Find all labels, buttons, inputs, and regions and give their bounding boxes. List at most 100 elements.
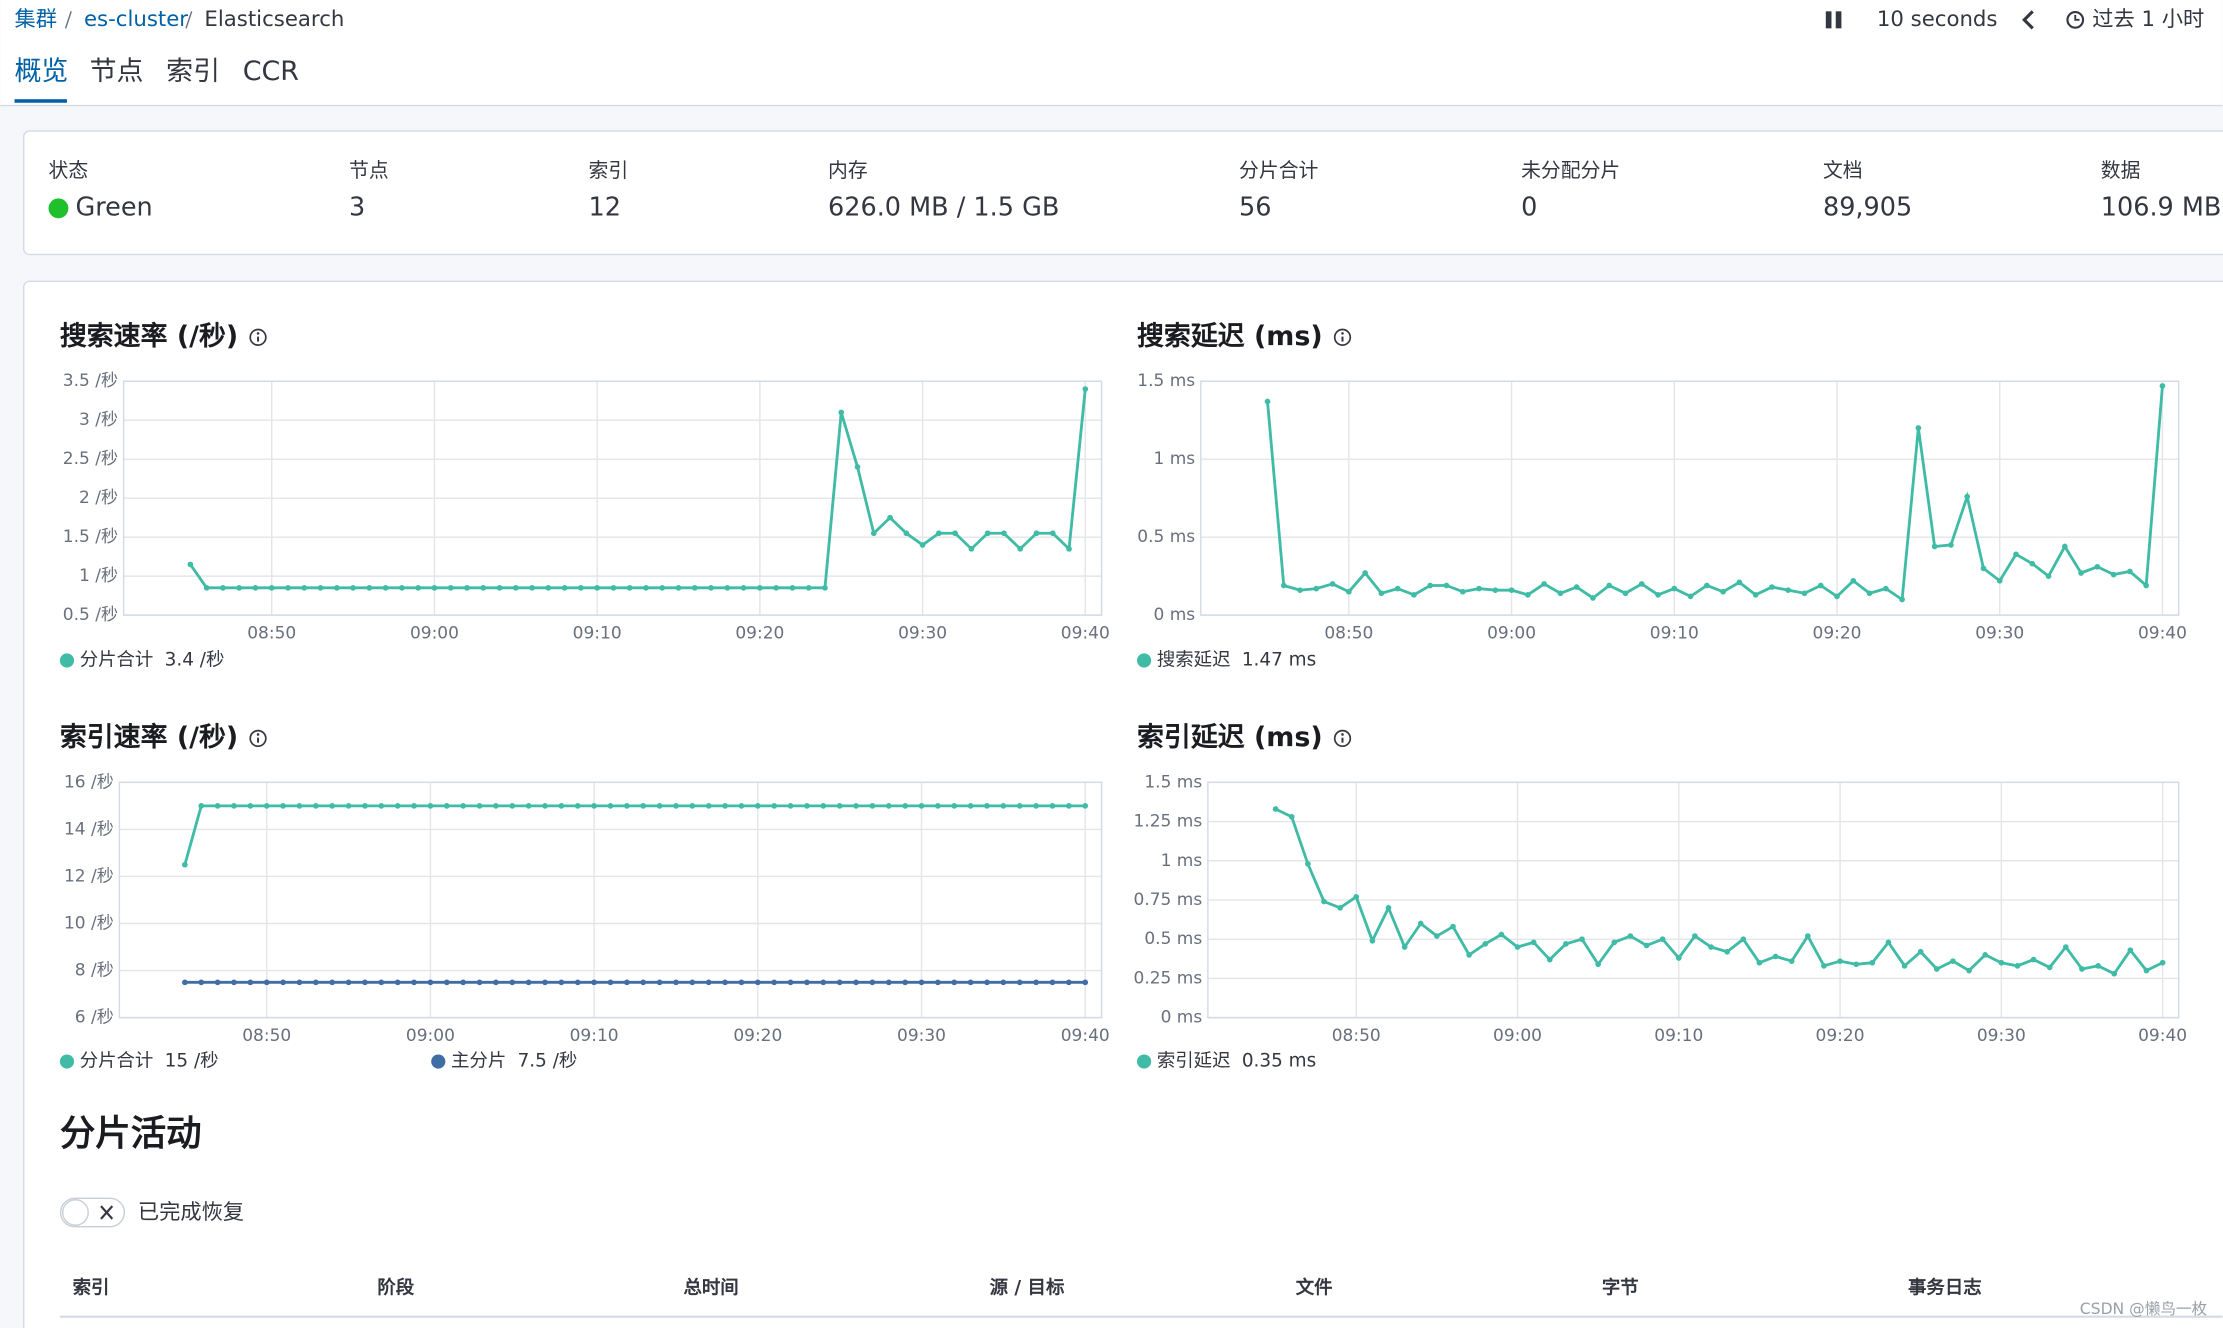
column-header: 事务日志 xyxy=(1908,1276,1982,1298)
data-point xyxy=(333,584,340,591)
data-point xyxy=(1321,898,1327,905)
tab[interactable]: 索引 xyxy=(166,56,220,87)
stat-value: 106.9 MB xyxy=(2101,192,2222,222)
data-point xyxy=(362,803,368,809)
tab[interactable]: 节点 xyxy=(90,56,144,87)
data-point xyxy=(1622,590,1629,597)
data-point xyxy=(853,803,859,809)
data-point xyxy=(738,803,745,809)
breadcrumb-link[interactable]: es-cluster xyxy=(84,7,188,32)
chart: 搜索速率 (/秒) 0.5 /秒 1 /秒 1.5 /秒 2 /秒 2.5 /秒 3 /秒 3… xyxy=(59,320,1110,670)
data-point xyxy=(1264,398,1271,405)
data-point xyxy=(607,979,614,986)
y-tick-label: 6 /秒 xyxy=(75,1008,114,1028)
y-tick-label: 10 /秒 xyxy=(64,914,114,934)
data-point xyxy=(443,803,450,809)
data-point xyxy=(1427,582,1434,589)
y-tick-label: 12 /秒 xyxy=(64,866,114,886)
data-point xyxy=(247,803,254,809)
stat-label: 数据 xyxy=(2101,159,2141,182)
column-header: 文件 xyxy=(1296,1276,1333,1298)
data-point xyxy=(853,979,859,986)
tab[interactable]: CCR xyxy=(243,56,299,87)
data-point xyxy=(480,584,487,591)
data-point xyxy=(673,979,679,986)
legend-swatch xyxy=(59,1054,75,1069)
data-point xyxy=(967,803,974,809)
data-point xyxy=(301,584,308,591)
data-point xyxy=(1000,979,1007,986)
data-point xyxy=(1329,581,1336,587)
data-point xyxy=(836,803,843,809)
data-point xyxy=(1016,803,1023,809)
data-point xyxy=(1950,958,1956,964)
data-point xyxy=(476,979,483,986)
y-tick-label: 3 /秒 xyxy=(79,410,118,430)
data-point xyxy=(231,803,237,809)
x-tick-label: 09:10 xyxy=(573,624,622,644)
data-point xyxy=(198,979,205,986)
plot-border xyxy=(1200,380,2180,616)
column-header: 索引 xyxy=(73,1276,110,1298)
data-point xyxy=(1033,803,1039,809)
stat-value: 12 xyxy=(589,192,621,222)
x-tick-label: 09:30 xyxy=(1975,624,2024,644)
pause-button[interactable] xyxy=(1825,11,1842,29)
y-tick-label: 3.5 /秒 xyxy=(63,371,118,391)
stat-value: 626.0 MB / 1.5 GB xyxy=(828,192,1059,222)
data-point xyxy=(1459,588,1466,595)
x-tick-label: 09:40 xyxy=(1061,1026,1110,1046)
legend-value: 3.4 /秒 xyxy=(165,649,225,670)
data-point xyxy=(722,979,728,986)
data-point xyxy=(1066,546,1072,552)
data-point xyxy=(869,803,876,809)
breadcrumb-link[interactable]: 集群 xyxy=(15,7,58,32)
data-point xyxy=(754,803,761,809)
refresh-interval[interactable]: 10 seconds xyxy=(1877,7,1998,32)
toggle[interactable] xyxy=(59,1197,126,1228)
data-point xyxy=(854,464,861,470)
data-point xyxy=(411,803,417,809)
data-point xyxy=(558,803,565,809)
data-point xyxy=(1337,904,1343,911)
data-point xyxy=(640,803,647,809)
data-point xyxy=(984,803,990,809)
data-point xyxy=(594,584,600,591)
clock-face xyxy=(2066,10,2085,29)
data-point xyxy=(1466,952,1472,958)
data-point xyxy=(1801,590,1808,597)
legend-swatch xyxy=(1137,1054,1152,1069)
x-tick-label: 08:50 xyxy=(242,1026,291,1046)
legend-name: 搜索延迟 xyxy=(1157,649,1231,670)
status-dot xyxy=(48,198,69,219)
info-icon-dot xyxy=(1341,332,1344,335)
watermark: CSDN @懒鸟一枚 xyxy=(2080,1300,2208,1318)
data-point xyxy=(643,584,649,591)
data-point xyxy=(820,979,827,986)
stat-label: 文档 xyxy=(1823,159,1863,182)
chart-title: 索引延迟 (ms) xyxy=(1137,722,1323,753)
data-point xyxy=(203,584,210,591)
data-point xyxy=(771,979,778,986)
data-point xyxy=(1917,948,1924,955)
data-point xyxy=(362,979,368,986)
y-tick-label: 2 /秒 xyxy=(79,488,118,508)
data-point xyxy=(656,803,663,809)
x-tick-label: 09:40 xyxy=(2138,624,2187,644)
prev-button[interactable] xyxy=(2022,10,2034,30)
legend-value: 0.35 ms xyxy=(1242,1051,1316,1072)
data-point xyxy=(952,530,958,537)
data-point xyxy=(1659,936,1666,943)
data-point xyxy=(231,979,237,986)
data-point xyxy=(1033,979,1039,986)
data-point xyxy=(431,584,438,591)
data-point xyxy=(1866,590,1873,597)
plot-border xyxy=(118,781,1103,1019)
data-point xyxy=(789,584,796,591)
stat-label: 索引 xyxy=(589,159,629,182)
data-point xyxy=(1476,585,1482,592)
tab-active[interactable]: 概览 xyxy=(15,56,69,87)
data-point xyxy=(787,803,794,809)
time-range[interactable]: 过去 1 小时 xyxy=(2092,7,2204,32)
data-point xyxy=(1369,937,1376,944)
